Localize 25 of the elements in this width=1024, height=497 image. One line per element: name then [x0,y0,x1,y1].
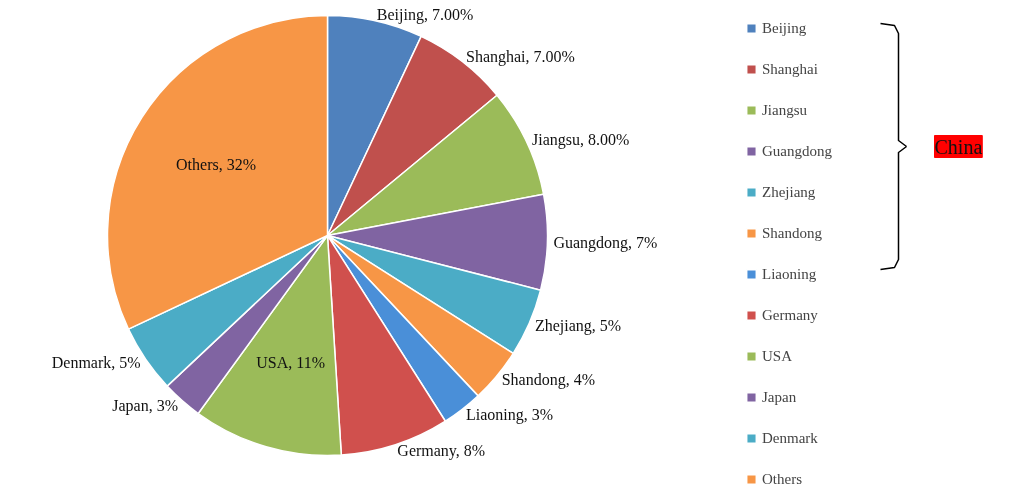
data-label: Shandong, 4% [501,371,595,390]
data-label: Others, 32% [176,156,257,174]
legend-label: Japan [762,387,797,407]
legend-label: Denmark [762,428,818,448]
legend-label: Jiangsu [762,100,807,120]
legend-label: Zhejiang [762,182,816,202]
legend-label: Shandong [762,223,822,243]
data-label: Liaoning, 3% [466,405,554,424]
data-label: Germany, 8% [397,441,486,460]
data-label: Shanghai, 7.00% [466,48,575,67]
legend-label: Germany [762,305,818,325]
data-label: Zhejiang, 5% [534,316,622,335]
legend-label: Beijing [762,18,807,38]
data-label: USA, 11% [256,353,326,371]
legend-label: Others [762,469,802,489]
text: China [934,135,983,158]
legend-label: Shanghai [762,59,818,79]
data-label: Japan, 3% [112,396,179,415]
data-label: Guangdong, 7% [553,234,658,253]
data-label: Beijing, 7.00% [376,6,474,25]
legend-label: Liaoning [762,264,817,284]
legend-label: USA [762,346,793,366]
data-label: Denmark, 5% [51,354,141,372]
legend-label: Guangdong [762,141,832,161]
data-label: Jiangsu, 8.00% [531,130,630,149]
